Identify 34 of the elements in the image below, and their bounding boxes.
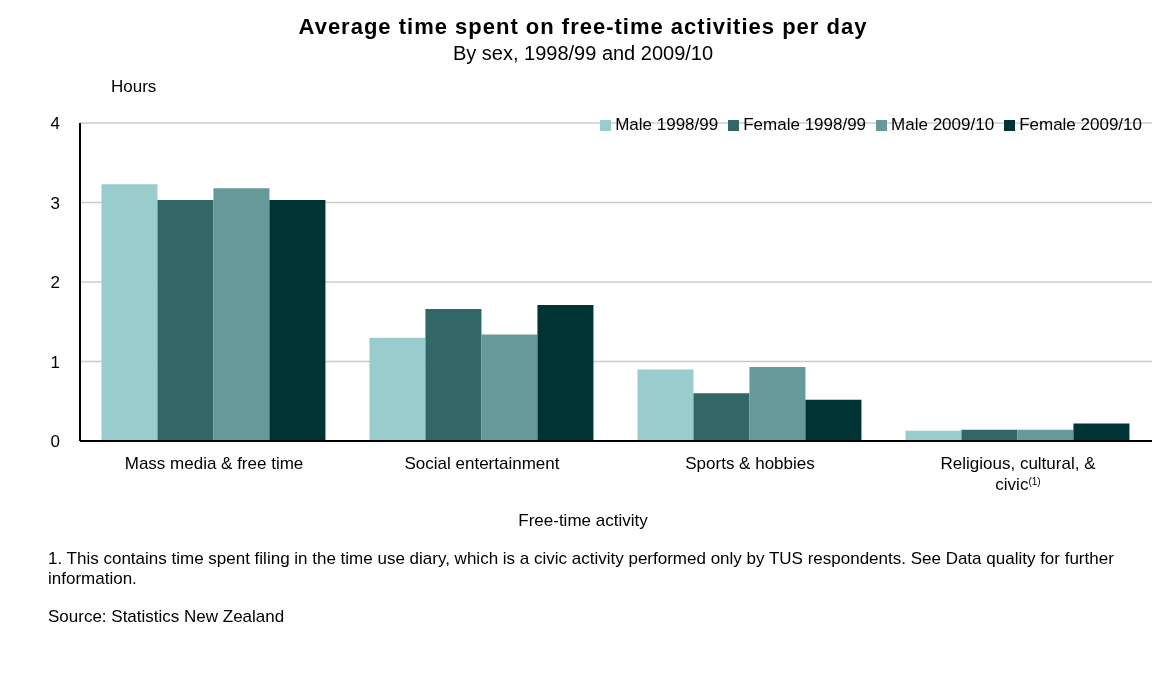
bar — [213, 188, 270, 441]
bar — [481, 334, 538, 441]
y-tick-label: 1 — [50, 352, 60, 372]
source-note: Source: Statistics New Zealand — [48, 607, 286, 627]
bar — [101, 184, 158, 441]
bar — [749, 367, 806, 441]
bar — [425, 309, 482, 441]
bar — [961, 429, 1018, 441]
legend-label: Female 1998/99 — [743, 115, 867, 134]
bar — [1017, 429, 1074, 441]
bar — [693, 393, 750, 441]
bar — [637, 369, 694, 441]
y-tick-label: 4 — [50, 114, 60, 134]
y-tick-label: 0 — [50, 432, 60, 452]
y-tick-label: 3 — [50, 193, 60, 213]
x-tick-label: Mass media & free time — [124, 454, 304, 473]
x-tick-label: Religious, cultural, & civic$^{(1)}$ — [940, 454, 1097, 494]
legend-label: Male 2009/10 — [891, 115, 995, 134]
chart-title: Average time spent on free-time activities per day — [297, 14, 869, 40]
bar — [537, 305, 594, 441]
x-tick-label: Sports & hobbies — [685, 454, 815, 473]
chart-subtitle: By sex, 1998/99 and 2009/10 — [451, 42, 715, 65]
x-axis-title: Free-time activity — [517, 511, 649, 531]
bar — [369, 337, 426, 441]
y-axis-title: Hours — [111, 77, 158, 97]
bar — [269, 200, 326, 441]
y-tick-label: 2 — [50, 273, 60, 293]
bar — [805, 399, 862, 441]
legend-label: Male 1998/99 — [615, 115, 719, 134]
x-tick-label: Social entertainment — [404, 454, 560, 473]
bar — [157, 200, 214, 441]
legend-label: Female 2009/10 — [1019, 115, 1142, 134]
bar — [1073, 423, 1130, 441]
text: 1. This contains time spent filing in the time use diary, which is a civic activity performed only by TUS respondents. See Data quality for further information. — [48, 549, 1115, 589]
